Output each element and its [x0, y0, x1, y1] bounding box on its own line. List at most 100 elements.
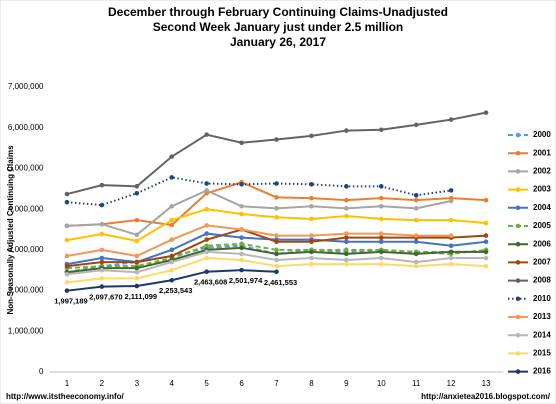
point — [309, 255, 314, 261]
point — [274, 195, 279, 200]
point — [344, 257, 349, 263]
y-tick-label: 3,000,000 — [8, 245, 44, 254]
point — [344, 197, 349, 203]
point — [378, 249, 384, 255]
legend-marker — [515, 278, 521, 283]
point — [204, 223, 209, 228]
point — [448, 233, 454, 238]
point — [448, 217, 454, 223]
y-tick-label: 1,000,000 — [8, 326, 44, 335]
point — [483, 197, 489, 203]
x-tick-label: 1 — [65, 379, 70, 388]
point — [344, 251, 349, 257]
point — [413, 217, 419, 223]
point — [274, 269, 279, 275]
data-label: 1,997,189 — [54, 297, 87, 306]
data-label: 2,253,543 — [159, 286, 192, 295]
footer-left: http://www.itstheeconomy.info/ — [6, 392, 125, 401]
point — [239, 140, 244, 146]
point — [309, 261, 314, 267]
data-label: 2,111,099 — [125, 292, 158, 301]
legend-label: 2016 — [533, 367, 551, 376]
point — [134, 283, 140, 289]
point — [274, 257, 279, 263]
point — [274, 251, 279, 257]
point — [169, 267, 175, 273]
point — [239, 227, 244, 232]
point — [483, 249, 489, 255]
legend-label: 2010 — [533, 294, 551, 303]
point — [239, 182, 244, 187]
x-tick-label: 4 — [170, 379, 175, 388]
point — [169, 259, 175, 265]
point — [413, 259, 419, 265]
y-tick-label: 2,000,000 — [8, 286, 44, 295]
point — [413, 239, 419, 245]
point — [239, 257, 244, 263]
legend-marker — [515, 223, 521, 229]
point — [134, 276, 140, 281]
point — [378, 127, 384, 133]
point — [274, 181, 279, 186]
point — [344, 213, 349, 219]
point — [344, 235, 349, 240]
point — [169, 277, 175, 283]
point — [64, 223, 70, 229]
y-tick-label: 0 — [39, 367, 44, 376]
x-tick-label: 3 — [135, 379, 140, 388]
legend-label: 2002 — [533, 167, 551, 176]
point — [134, 190, 140, 196]
point — [344, 247, 349, 253]
x-tick-label: 6 — [239, 379, 244, 388]
point — [413, 263, 419, 269]
point — [344, 184, 349, 189]
x-tick-label: 13 — [482, 379, 491, 388]
point — [134, 217, 140, 223]
footer-right: http://anxietea2016.blogspot.com/ — [421, 392, 551, 401]
y-tick-label: 7,000,000 — [8, 82, 44, 91]
point — [204, 237, 209, 242]
point — [204, 249, 209, 255]
chart-date: January 26, 2017 — [230, 35, 326, 49]
legend-label: 2003 — [533, 185, 551, 194]
point — [64, 280, 70, 285]
legend-marker — [515, 169, 521, 174]
legend-marker — [515, 150, 521, 156]
point — [99, 276, 105, 281]
point — [483, 233, 489, 238]
point — [204, 206, 209, 212]
point — [64, 288, 70, 293]
point — [274, 239, 279, 245]
point — [309, 195, 314, 201]
legend-label: 2013 — [533, 312, 551, 321]
point — [344, 206, 349, 211]
point — [274, 233, 279, 238]
point — [483, 239, 489, 245]
legend-marker — [515, 132, 521, 138]
x-tick-label: 7 — [274, 379, 279, 388]
point — [344, 261, 349, 267]
point — [413, 197, 419, 203]
legend-label: 2008 — [533, 276, 551, 285]
point — [64, 271, 70, 277]
point — [448, 255, 454, 261]
x-tick-label: 12 — [447, 379, 456, 388]
data-label: 2,463,608 — [194, 278, 227, 287]
x-tick-label: 2 — [100, 379, 105, 388]
point — [378, 184, 384, 189]
point — [378, 261, 384, 267]
point — [378, 255, 384, 261]
point — [169, 203, 175, 209]
point — [448, 198, 454, 204]
point — [239, 267, 244, 273]
point — [378, 195, 384, 201]
point — [239, 241, 244, 247]
point — [483, 110, 489, 115]
point — [64, 191, 70, 197]
point — [169, 154, 175, 159]
point — [99, 231, 105, 237]
point — [483, 263, 489, 269]
series-line — [66, 224, 452, 258]
chart-subtitle: Second Week January just under 2.5 milli… — [153, 20, 404, 34]
point — [99, 255, 105, 261]
